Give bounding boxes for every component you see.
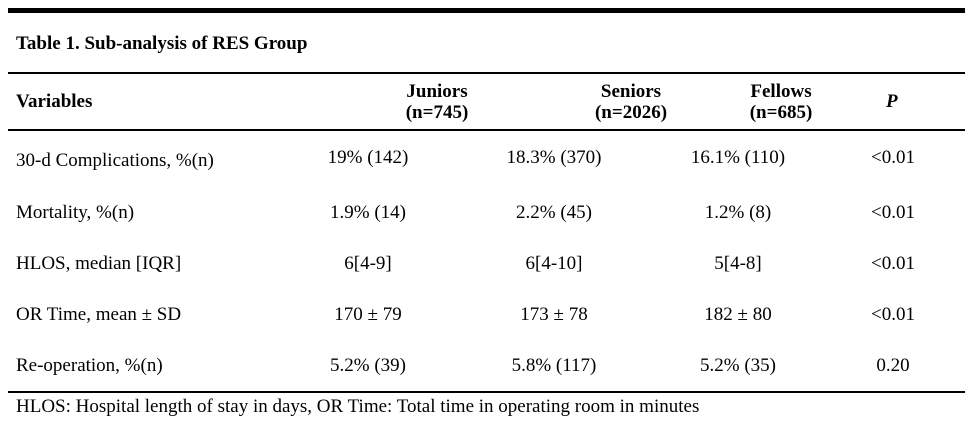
row-juniors-value: 6[4-9] — [344, 252, 392, 274]
row-p-value: 0.20 — [876, 354, 910, 376]
row-variable-label: Re-operation, %(n) — [16, 354, 163, 376]
table-bottom-rule — [8, 391, 965, 393]
row-seniors-value: 173 ± 78 — [520, 303, 588, 325]
row-p-value: <0.01 — [871, 303, 915, 325]
header-variables: Variables — [16, 91, 93, 112]
row-values: 19% (142) 18.3% (370) 16.1% (110) <0.01 — [248, 129, 965, 187]
row-juniors-value: 1.9% (14) — [330, 201, 406, 223]
table-row: Re-operation, %(n) 5.2% (39) 5.8% (117) 5.2… — [8, 340, 965, 391]
row-values: 1.9% (14) 2.2% (45) 1.2% (8) <0.01 — [248, 187, 965, 238]
row-seniors-value: 18.3% (370) — [506, 147, 602, 168]
row-variable-label: OR Time, mean ± SD — [16, 303, 182, 325]
header-fellows-name: Fellows — [750, 80, 812, 102]
table-body: 30-d Complications, %(n) 19% (142) 18.3% (… — [8, 129, 965, 391]
results-table: Variables Juniors (n=745) Seniors (n=202… — [8, 74, 965, 391]
row-juniors-value: 19% (142) — [327, 147, 409, 168]
row-variable-label: Mortality, %(n) — [16, 201, 135, 223]
row-juniors-value: 5.2% (39) — [330, 354, 406, 376]
row-values: 6[4-9] 6[4-10] 5[4-8] <0.01 — [248, 238, 965, 289]
header-seniors-n: (n=2026) — [594, 101, 668, 123]
header-juniors-name: Juniors — [406, 80, 468, 102]
table-title: Table 1. Sub-analysis of RES Group — [16, 33, 308, 54]
header-row: Variables Juniors (n=745) Seniors (n=202… — [8, 74, 965, 129]
row-seniors-value: 5.8% (117) — [511, 354, 597, 376]
row-fellows-value: 182 ± 80 — [704, 303, 772, 325]
row-p-value: <0.01 — [871, 252, 915, 274]
row-variable-label: 30-d Complications, %(n) — [16, 150, 214, 171]
table-row: HLOS, median [IQR] 6[4-9] 6[4-10] 5[4-8] <0.… — [8, 238, 965, 289]
row-p-value: <0.01 — [871, 201, 915, 223]
row-fellows-value: 5[4-8] — [714, 252, 762, 274]
header-bottom-rule — [8, 129, 965, 131]
header-fellows: Fellows (n=685) — [604, 74, 858, 129]
header-seniors-name: Seniors — [600, 80, 662, 102]
table-footnote: HLOS: Hospital length of stay in days, O… — [16, 396, 700, 417]
row-p-value: <0.01 — [871, 147, 915, 168]
header-seniors: Seniors (n=2026) — [488, 74, 667, 129]
row-fellows-value: 16.1% (110) — [690, 147, 786, 168]
row-values: 5.2% (39) 5.8% (117) 5.2% (35) 0.20 — [248, 340, 965, 391]
header-juniors: Juniors (n=745) — [248, 74, 488, 129]
row-seniors-value: 6[4-10] — [525, 252, 583, 274]
header-top-rule — [8, 72, 965, 74]
table-top-rule — [8, 8, 965, 13]
table-row: OR Time, mean ± SD 170 ± 79 173 ± 78 182 ± … — [8, 289, 965, 340]
header-p-value: P — [886, 91, 898, 112]
table-row: Mortality, %(n) 1.9% (14) 2.2% (45) 1.2% (8… — [8, 187, 965, 238]
header-juniors-n: (n=745) — [405, 101, 469, 123]
header-fellows-n: (n=685) — [749, 101, 813, 123]
row-fellows-value: 1.2% (8) — [704, 201, 772, 223]
row-values: 170 ± 79 173 ± 78 182 ± 80 <0.01 — [248, 289, 965, 340]
table-row: 30-d Complications, %(n) 19% (142) 18.3% (… — [8, 129, 965, 187]
row-juniors-value: 170 ± 79 — [334, 303, 402, 325]
row-fellows-value: 5.2% (35) — [700, 354, 776, 376]
row-seniors-value: 2.2% (45) — [516, 201, 592, 223]
row-variable-label: HLOS, median [IQR] — [16, 252, 182, 274]
